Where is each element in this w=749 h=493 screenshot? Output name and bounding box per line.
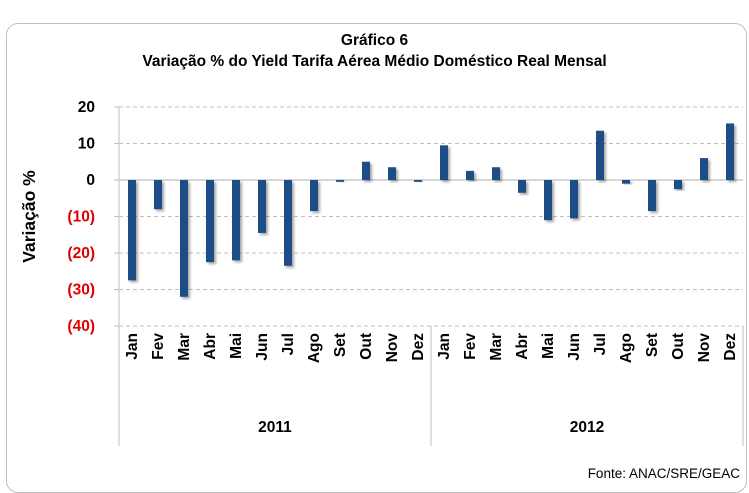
- bar: [700, 158, 708, 180]
- y-tick-label: 20: [78, 99, 95, 116]
- axis-labels: 20 10 0 (10) (20) (30) (40) Jan Fev Mar Abr Mai Jun J…: [19, 99, 739, 436]
- x-tick-label: Nov: [696, 333, 713, 363]
- x-tick-label: Abr: [202, 333, 219, 360]
- bar: [674, 180, 682, 190]
- bar-series: [128, 123, 734, 297]
- x-tick-label: Jun: [566, 333, 583, 361]
- x-tick-label: Abr: [514, 333, 531, 360]
- bar: [232, 180, 240, 261]
- bar: [206, 180, 214, 263]
- x-tick-label: Jan: [436, 333, 453, 360]
- bar: [518, 180, 526, 193]
- chart-title: Gráfico 6: [340, 32, 409, 49]
- bar: [570, 180, 578, 219]
- y-tick-label: (20): [67, 245, 95, 262]
- x-tick-label: Jul: [280, 333, 297, 355]
- x-tick-label: Ago: [306, 333, 323, 363]
- x-tick-label: Fev: [462, 333, 479, 360]
- bar: [258, 180, 266, 233]
- bar: [414, 180, 422, 182]
- y-axis-title: Variação %: [19, 170, 39, 263]
- x-tick-label: Dez: [722, 333, 739, 361]
- bar: [440, 145, 448, 180]
- bar: [388, 167, 396, 180]
- x-tick-label: Mai: [228, 333, 245, 359]
- y-tick-label: (30): [67, 282, 95, 299]
- x-tick-label: Jul: [592, 333, 609, 355]
- x-tick-label: Jan: [124, 333, 141, 360]
- x-tick-label: Fev: [150, 333, 167, 360]
- x-tick-label: Dez: [410, 333, 427, 361]
- bar: [648, 180, 656, 212]
- axes: [114, 106, 744, 446]
- chart-title-block: Gráfico 6 Variação % do Yield Tarifa Aér…: [0, 30, 749, 72]
- x-tick-label: Nov: [384, 333, 401, 363]
- x-tick-label: Mar: [488, 333, 505, 361]
- x-tick-label: Jun: [254, 333, 271, 361]
- source-note: Fonte: ANAC/SRE/GEAC: [587, 466, 740, 481]
- group-label: 2012: [570, 419, 604, 436]
- y-tick-label: (10): [67, 209, 95, 226]
- bar: [622, 180, 630, 184]
- x-tick-label: Mar: [176, 333, 193, 361]
- x-tick-label: Mai: [540, 333, 557, 359]
- x-tick-label: Out: [358, 333, 375, 360]
- bar: [128, 180, 136, 281]
- x-tick-label: Ago: [618, 333, 635, 363]
- bar: [336, 180, 344, 182]
- bar: [284, 180, 292, 266]
- bar: [310, 180, 318, 212]
- bar: [726, 123, 734, 180]
- bar: [180, 180, 188, 297]
- x-tick-label: Set: [644, 333, 661, 357]
- bar: [362, 161, 370, 180]
- bar: [466, 170, 474, 180]
- group-label: 2011: [258, 419, 292, 436]
- y-tick-label: 0: [86, 172, 95, 189]
- bar: [544, 180, 552, 221]
- chart-subtitle: Variação % do Yield Tarifa Aérea Médio D…: [142, 53, 607, 70]
- y-tick-label: (40): [67, 318, 95, 335]
- y-tick-label: 10: [78, 136, 95, 153]
- bar: [492, 167, 500, 180]
- bar: [596, 130, 604, 180]
- x-tick-label: Set: [332, 333, 349, 357]
- bar: [154, 180, 162, 210]
- x-tick-label: Out: [670, 333, 687, 360]
